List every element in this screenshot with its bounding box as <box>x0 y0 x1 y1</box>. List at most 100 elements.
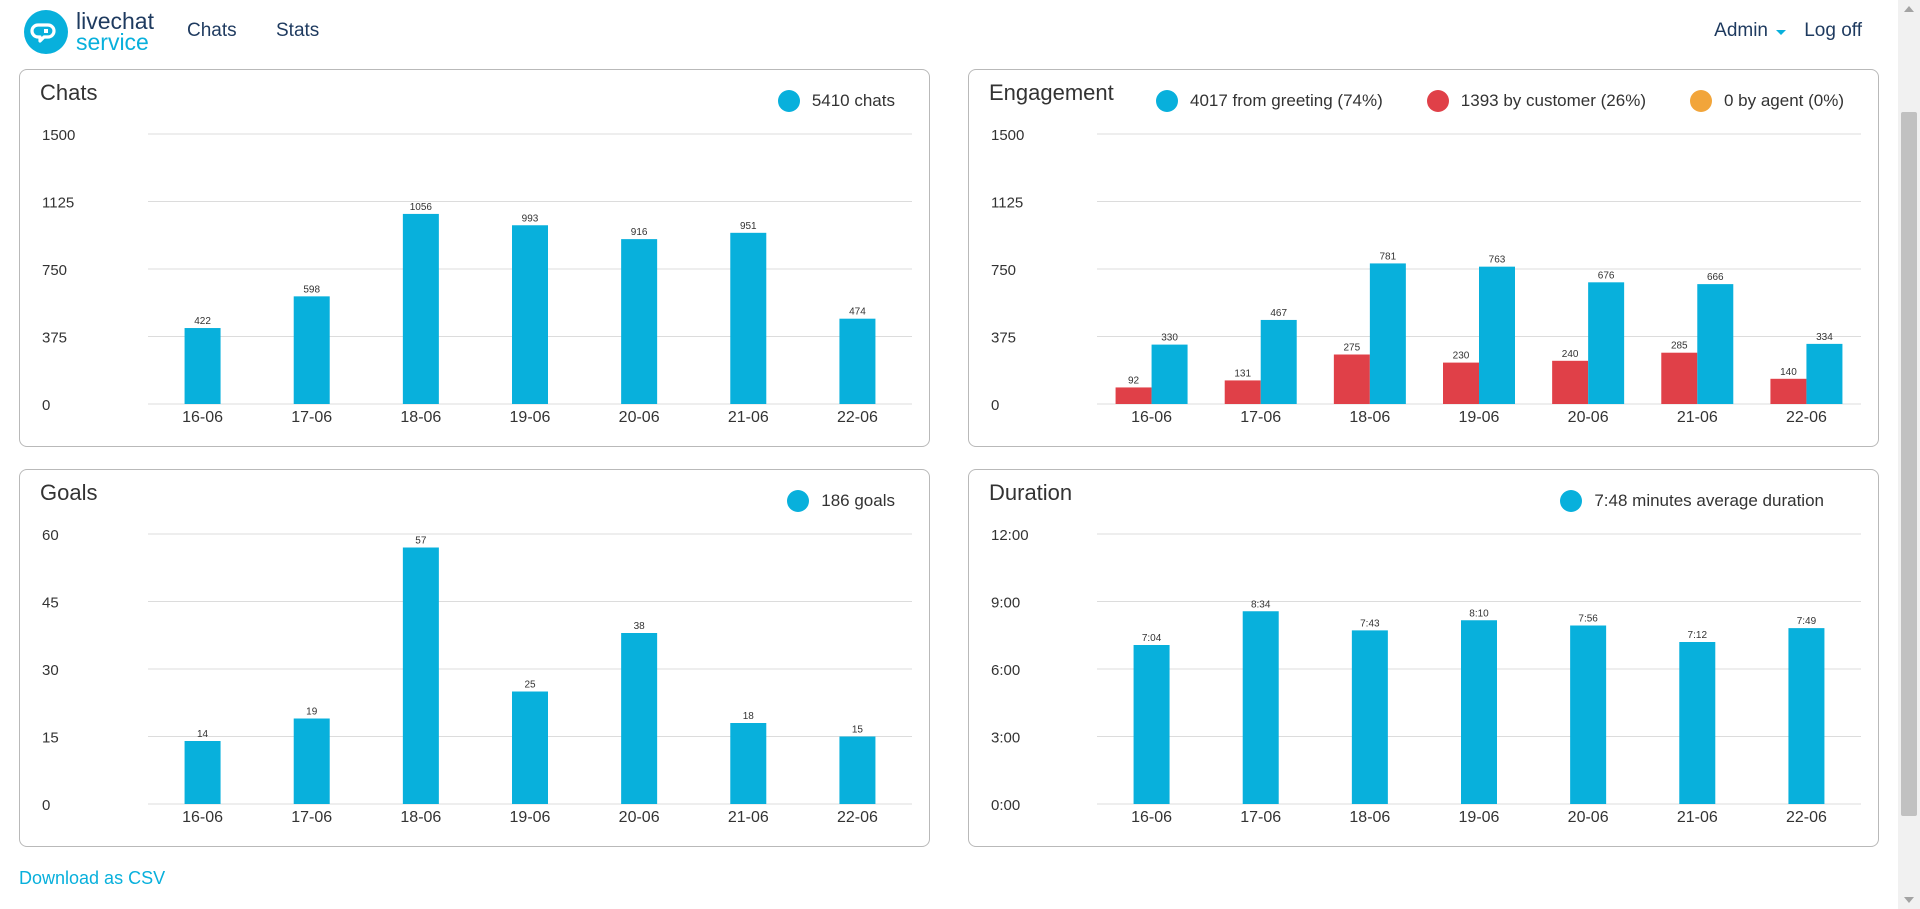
bar[interactable] <box>1661 352 1698 404</box>
y-tick-label: 750 <box>42 262 67 279</box>
y-tick-label: 1500 <box>42 127 75 144</box>
legend-dot <box>787 490 810 512</box>
data-label: 763 <box>1489 255 1506 266</box>
x-tick-label: 17-06 <box>291 409 332 426</box>
panel-title: Duration <box>989 480 1073 505</box>
data-label: 334 <box>1816 332 1833 343</box>
goals-chart: 0 15 30 45 60 14 16-06 19 17-06 57 18-06 25 19-06 38 2… <box>42 527 912 826</box>
y-tick-label: 45 <box>42 595 59 612</box>
data-label: 951 <box>740 221 757 232</box>
bar[interactable] <box>1133 645 1170 804</box>
data-label: 92 <box>1128 375 1140 386</box>
user-menu[interactable]: Admin <box>1714 20 1786 42</box>
legend-label: 1393 by customer (26%) <box>1460 91 1646 110</box>
bar[interactable] <box>512 225 548 404</box>
bar[interactable] <box>293 296 330 404</box>
y-tick-label: 750 <box>991 262 1016 279</box>
bar[interactable] <box>1443 362 1479 404</box>
y-tick-label: 30 <box>42 662 59 679</box>
bar[interactable] <box>730 723 767 804</box>
bar[interactable] <box>1369 263 1406 404</box>
logout-link[interactable]: Log off <box>1804 20 1862 41</box>
download-csv-link[interactable]: Download as CSV <box>19 868 166 888</box>
bar[interactable] <box>839 318 876 404</box>
bar[interactable] <box>1333 354 1370 405</box>
user-menu-label: Admin <box>1714 20 1768 41</box>
bar[interactable] <box>730 232 767 404</box>
x-tick-label: 16-06 <box>182 809 223 826</box>
bar[interactable] <box>1788 628 1825 804</box>
chart-legend: 7:48 minutes average duration <box>1560 490 1824 512</box>
nav-chats[interactable]: Chats <box>187 20 237 41</box>
nav-stats[interactable]: Stats <box>276 20 320 41</box>
bar[interactable] <box>1242 611 1279 804</box>
data-label: 7:49 <box>1797 616 1817 627</box>
data-label: 1056 <box>410 202 433 213</box>
bar[interactable] <box>1115 387 1152 404</box>
logo[interactable]: livechat service <box>24 10 154 54</box>
data-label: 993 <box>522 213 539 224</box>
chats-chart: 0 375 750 1125 1500 422 16-06 598 17-06 1056 18-06… <box>42 127 912 426</box>
bar[interactable] <box>1260 319 1297 404</box>
bar[interactable] <box>621 633 658 804</box>
data-label: 7:04 <box>1142 633 1162 644</box>
bar[interactable] <box>839 736 876 805</box>
bar[interactable] <box>184 328 221 404</box>
data-label: 422 <box>194 316 211 327</box>
x-tick-label: 18-06 <box>400 809 441 826</box>
y-tick-label: 1500 <box>991 127 1024 144</box>
legend-label: 186 goals <box>821 491 895 510</box>
legend-dot <box>1156 90 1178 112</box>
x-tick-label: 20-06 <box>1568 809 1609 826</box>
scrollbar-thumb[interactable] <box>1901 112 1917 816</box>
x-tick-label: 20-06 <box>1568 409 1609 426</box>
x-tick-label: 18-06 <box>1349 809 1390 826</box>
bar[interactable] <box>1552 360 1589 404</box>
vertical-scrollbar[interactable] <box>1898 0 1920 909</box>
panel-title: Engagement <box>989 80 1114 105</box>
legend-item: 5410 chats <box>777 90 895 112</box>
bar[interactable] <box>1351 630 1388 804</box>
engagement-panel: Engagement 4017 from greeting (74%) 1393… <box>968 69 1879 447</box>
legend-label: 7:48 minutes average duration <box>1594 491 1824 510</box>
engagement-chart: 0 375 750 1125 1500 92 330 16-06 131 467 17-06 275 7… <box>991 127 1861 426</box>
legend-label: 4017 from greeting (74%) <box>1190 91 1383 110</box>
bar[interactable] <box>1479 266 1515 404</box>
x-tick-label: 17-06 <box>1240 809 1281 826</box>
legend-item: 1393 by customer (26%) <box>1426 90 1646 112</box>
data-label: 19 <box>306 707 318 718</box>
bar[interactable] <box>1151 344 1188 404</box>
scroll-up-arrow-icon[interactable] <box>1904 6 1914 12</box>
scroll-down-arrow-icon[interactable] <box>1904 897 1914 903</box>
x-tick-label: 20-06 <box>619 809 660 826</box>
bar[interactable] <box>402 547 439 805</box>
bar[interactable] <box>1461 620 1497 804</box>
bar[interactable] <box>1679 642 1716 804</box>
x-tick-label: 21-06 <box>728 809 769 826</box>
x-tick-label: 16-06 <box>1131 409 1172 426</box>
bar[interactable] <box>512 691 548 805</box>
bar[interactable] <box>1224 380 1261 404</box>
bar[interactable] <box>293 718 330 805</box>
bar[interactable] <box>1806 343 1843 404</box>
data-label: 18 <box>743 711 755 722</box>
bar[interactable] <box>1570 625 1607 805</box>
y-tick-label: 9:00 <box>991 595 1020 612</box>
y-tick-label: 6:00 <box>991 662 1020 679</box>
data-label: 14 <box>197 729 209 740</box>
data-label: 7:56 <box>1578 614 1598 625</box>
bar[interactable] <box>1697 284 1734 404</box>
data-label: 8:34 <box>1251 599 1271 610</box>
bar[interactable] <box>1770 378 1807 404</box>
top-bar: livechat service Chats Stats Admin Log o… <box>0 0 1898 66</box>
bar[interactable] <box>621 239 658 404</box>
y-tick-label: 0 <box>42 397 50 414</box>
x-tick-label: 19-06 <box>1459 809 1500 826</box>
bar[interactable] <box>402 213 439 404</box>
x-tick-label: 21-06 <box>1677 409 1718 426</box>
bar[interactable] <box>1588 282 1625 404</box>
x-tick-label: 21-06 <box>728 409 769 426</box>
bar[interactable] <box>184 741 221 804</box>
x-tick-label: 22-06 <box>837 809 878 826</box>
x-tick-label: 19-06 <box>1459 409 1500 426</box>
